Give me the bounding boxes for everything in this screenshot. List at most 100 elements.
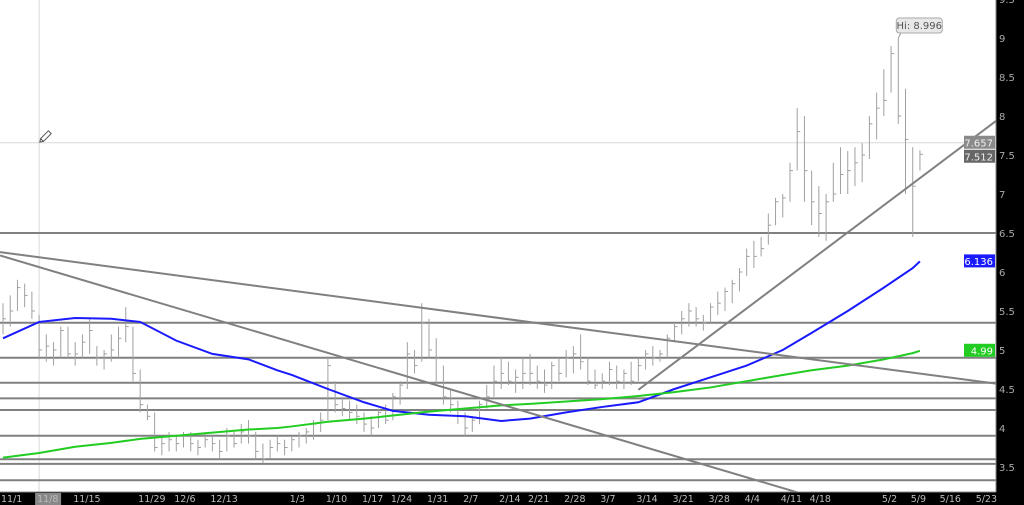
- price-bar: [125, 307, 129, 343]
- price-bar: [291, 435, 295, 452]
- price-bar: [24, 283, 28, 308]
- pencil-icon[interactable]: [38, 130, 52, 144]
- price-bar: [688, 303, 692, 327]
- price-bar: [897, 38, 902, 124]
- price-bar: [305, 428, 310, 444]
- price-bar: [16, 279, 21, 311]
- price-bar: [276, 435, 281, 452]
- price-bar: [775, 197, 779, 226]
- price-bar: [796, 108, 801, 171]
- price-bar: [905, 88, 909, 194]
- trendline[interactable]: [0, 254, 823, 500]
- x-tick-label: 1/17: [362, 494, 383, 505]
- moving-average-slow-line: [2, 349, 921, 459]
- x-tick-label: 2/7: [463, 494, 478, 505]
- price-bar: [536, 365, 541, 389]
- y-tick-label: 9.5: [999, 0, 1015, 6]
- x-tick-label: 5/9: [911, 494, 926, 505]
- x-tick-label: 5/23: [976, 494, 997, 505]
- price-bar: [211, 435, 216, 452]
- price-bar: [876, 92, 880, 140]
- trendline[interactable]: [0, 251, 996, 385]
- price-bar: [760, 236, 765, 257]
- price-bar: [356, 404, 360, 425]
- price-bar: [298, 431, 303, 448]
- x-tick-label: 12/6: [174, 494, 195, 505]
- price-bar: [255, 431, 259, 460]
- x-tick-label: 2/28: [564, 494, 585, 505]
- price-bar: [695, 307, 700, 327]
- price-bar: [240, 424, 245, 444]
- price-bar: [60, 326, 64, 358]
- price-bar: [435, 338, 440, 386]
- x-tick-label: 5/16: [940, 494, 961, 505]
- price-bar: [782, 194, 786, 218]
- x-tick-label: 11/8: [37, 494, 58, 505]
- x-tick-label: 11/29: [138, 494, 165, 505]
- price-bar: [608, 361, 613, 386]
- y-tick-label: 7.5: [999, 151, 1015, 162]
- price-bar: [811, 170, 815, 226]
- price-bar: [406, 342, 411, 389]
- crosshair-date-box: [35, 493, 62, 505]
- price-bar: [515, 369, 519, 393]
- price-bar: [645, 350, 649, 370]
- price-bar: [377, 408, 382, 428]
- price-bar: [746, 248, 750, 276]
- x-tick-label: 1/31: [427, 494, 448, 505]
- price-bar: [522, 357, 526, 389]
- price-bar: [594, 369, 599, 389]
- price-bar: [103, 350, 108, 370]
- y-tick-label: 6: [999, 268, 1005, 279]
- price-bar: [673, 322, 678, 343]
- x-tick-label: 2/14: [499, 494, 520, 505]
- price-bar: [717, 291, 721, 315]
- price-bar: [139, 369, 144, 413]
- price-bar: [363, 412, 367, 432]
- x-tick-label: 3/14: [636, 494, 657, 505]
- last-price-label-box: [964, 149, 995, 163]
- price-bar: [652, 346, 656, 366]
- price-bar: [710, 303, 714, 323]
- price-bar: [74, 342, 79, 366]
- price-bar: [544, 369, 548, 393]
- high-callout-box: [895, 17, 943, 34]
- price-bar: [269, 439, 274, 460]
- plot-area[interactable]: [0, 0, 996, 492]
- x-tick-label: 3/21: [672, 494, 693, 505]
- price-bar: [702, 314, 707, 331]
- price-bar: [551, 361, 555, 389]
- y-tick-label: 9: [999, 34, 1005, 45]
- price-bar: [161, 435, 165, 456]
- ma-fast-price-label: 6.136: [964, 257, 993, 268]
- price-bar: [861, 143, 866, 183]
- price-bar: [681, 311, 685, 335]
- price-bar: [414, 350, 418, 374]
- ma-slow-price-label: 4.99: [971, 346, 993, 357]
- price-bar: [53, 342, 57, 366]
- price-bar: [572, 346, 577, 374]
- price-bar: [493, 365, 497, 397]
- moving-average-fast-line: [2, 260, 921, 422]
- price-bar: [450, 389, 454, 413]
- price-bar: [132, 326, 136, 382]
- price-bar: [789, 162, 793, 202]
- price-bar: [2, 303, 6, 335]
- y-tick-label: 3.5: [999, 463, 1015, 474]
- price-bar: [637, 357, 642, 382]
- y-tick-label: 5: [999, 346, 1005, 357]
- y-tick-label: 6.5: [999, 229, 1015, 240]
- price-bar: [883, 69, 887, 116]
- plot-content: Hi: 8.996: [0, 0, 996, 500]
- price-bar: [31, 291, 35, 319]
- price-bar: [442, 365, 447, 405]
- trendline[interactable]: [637, 120, 996, 391]
- x-tick-label: 3/28: [709, 494, 730, 505]
- price-bar: [825, 194, 830, 241]
- price-bar: [154, 412, 158, 452]
- price-bar: [421, 303, 425, 362]
- price-bar: [45, 334, 50, 362]
- price-bar: [204, 431, 209, 448]
- price-bar: [118, 326, 122, 358]
